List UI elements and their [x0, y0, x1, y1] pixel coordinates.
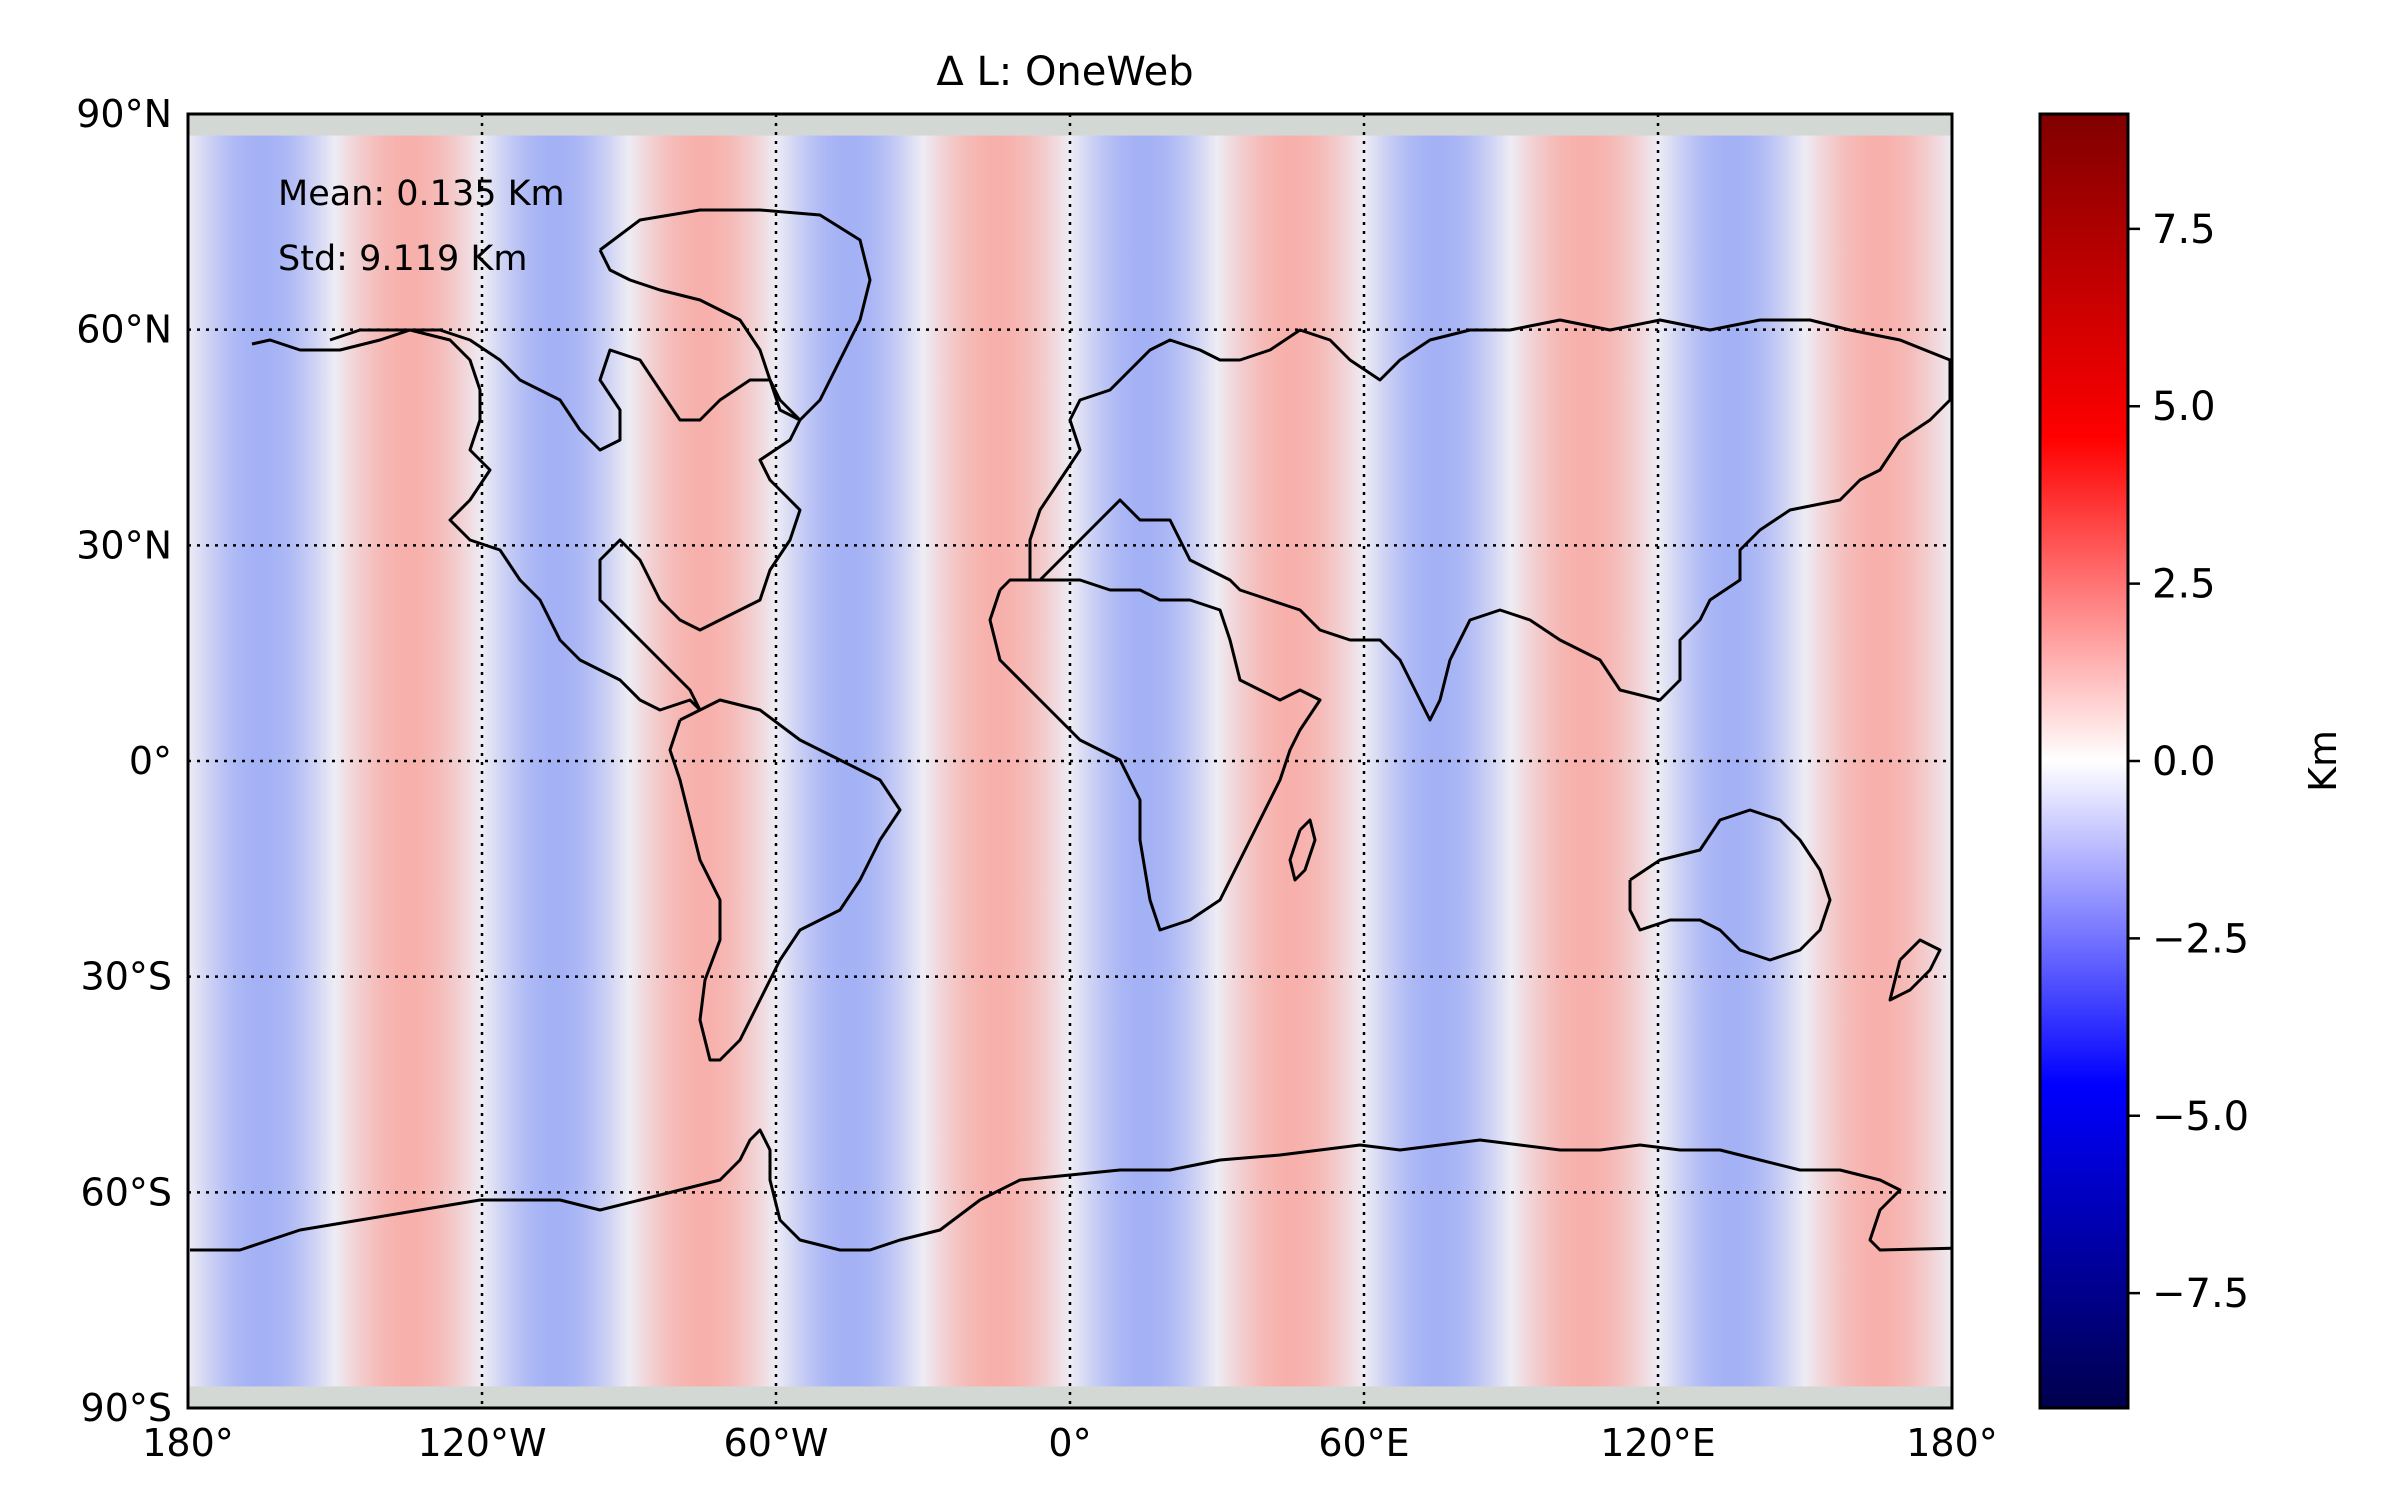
colorbar-tick-label: 7.5 — [2152, 207, 2216, 253]
colorbar-tick-label: 2.5 — [2152, 562, 2216, 608]
coastlines — [190, 208, 1952, 1252]
colorbar-tick-label: −5.0 — [2152, 1094, 2249, 1140]
coast-madagascar — [1288, 818, 1317, 882]
coast-north-america — [251, 328, 802, 712]
x-tick-label: 180° — [1906, 1421, 1998, 1465]
colorbar-tick-label: 5.0 — [2152, 384, 2216, 430]
coast-eurasia-africa — [988, 578, 1322, 932]
y-axis-ticks: 90°N 60°N 30°N 0° 30°S 60°S 90°S — [76, 92, 172, 1430]
colorbar-tick-label: −7.5 — [2152, 1271, 2249, 1317]
y-tick-label: 0° — [129, 739, 172, 783]
colorbar — [2038, 112, 2130, 1410]
x-tick-label: 120°E — [1600, 1421, 1716, 1465]
x-tick-label: 180° — [142, 1421, 234, 1465]
x-axis-ticks: 180° 120°W 60°W 0° 60°E 120°E 180° — [142, 1421, 1998, 1465]
graticule — [188, 114, 1952, 1408]
x-tick-label: 60°W — [724, 1421, 829, 1465]
colorbar-tick-label: 0.0 — [2152, 739, 2216, 785]
coast-new-zealand — [1888, 938, 1942, 1002]
map-frame — [186, 112, 1954, 1410]
map-area — [188, 114, 1952, 1408]
x-tick-label: 60°E — [1318, 1421, 1409, 1465]
colorbar-label: Km — [2301, 730, 2345, 792]
std-annotation: Std: 9.119 Km — [278, 239, 527, 279]
y-tick-label: 60°N — [76, 308, 172, 352]
coast-australia — [1628, 808, 1832, 962]
colorbar-ticks: 7.5 5.0 2.5 0.0 −2.5 −5.0 −7.5 — [2128, 207, 2249, 1317]
coast-europe — [1028, 318, 1952, 722]
mean-annotation: Mean: 0.135 Km — [278, 174, 565, 214]
coast-antarctica — [190, 1128, 1952, 1252]
y-tick-label: 30°N — [76, 523, 172, 567]
coast-south-america — [668, 698, 902, 1062]
y-tick-label: 60°S — [81, 1170, 172, 1214]
x-tick-label: 0° — [1048, 1421, 1091, 1465]
y-tick-label: 90°S — [81, 1386, 172, 1430]
y-tick-label: 90°N — [76, 92, 172, 136]
chart-title: Δ L: OneWeb — [936, 49, 1193, 95]
colorbar-tick-label: −2.5 — [2152, 916, 2249, 962]
y-tick-label: 30°S — [81, 955, 172, 999]
x-tick-label: 120°W — [417, 1421, 546, 1465]
coast-greenland — [598, 208, 872, 422]
